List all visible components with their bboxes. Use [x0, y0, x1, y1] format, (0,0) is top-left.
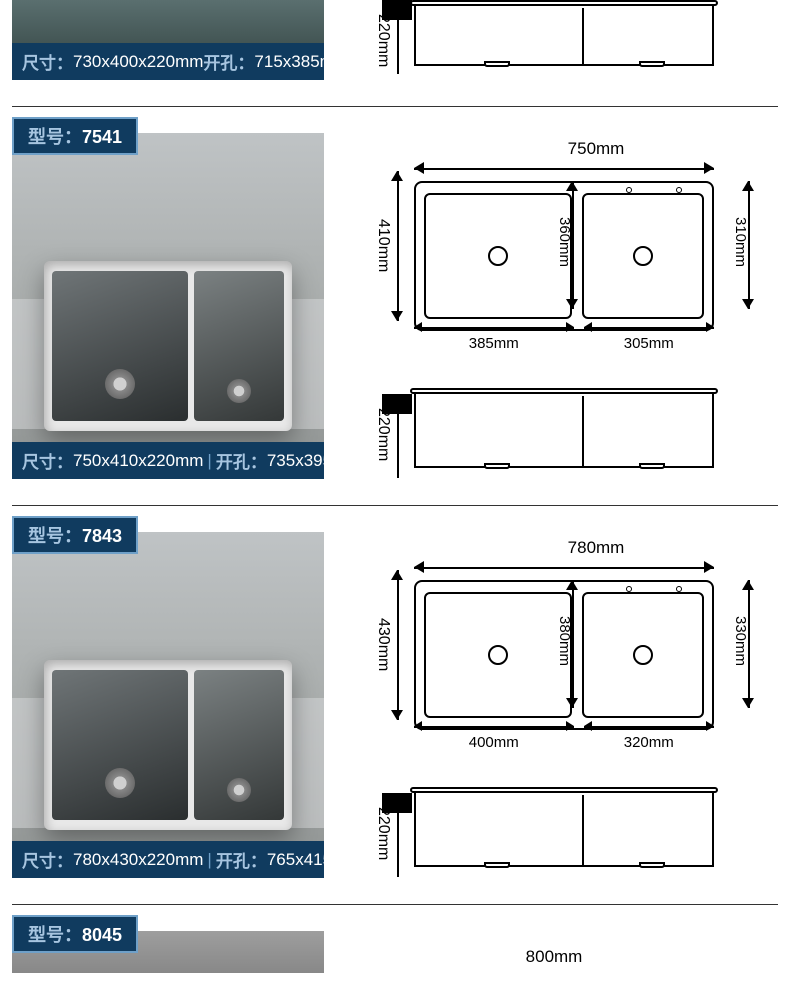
product-photo [12, 532, 324, 878]
depth-value: 220mm [374, 408, 392, 461]
side-view: 220mm [374, 0, 778, 78]
basin-right-width: 305mm [624, 335, 674, 352]
basin-right-width: 320mm [624, 734, 674, 751]
inner-right-dimension: 330mm [738, 580, 758, 708]
model-value: 7541 [82, 127, 122, 147]
product-row-7541: 型号：7541 尺寸： 750x410x220mm | 开孔： 735x395m… [12, 106, 778, 505]
product-photo-wrap: 型号：7843 尺寸： 780x430x220mm | 开孔： 765x415m… [12, 532, 324, 878]
top-view: 750mm 410mm 360mm 310mm 385mm 305mm [374, 139, 778, 352]
height-value: 430mm [374, 618, 392, 671]
model-label: 型号： [28, 925, 82, 945]
width-arrow [414, 161, 714, 175]
inner-left-dimension: 380mm [562, 580, 582, 708]
width-value: 750mm [414, 139, 778, 159]
size-label: 尺寸： [22, 448, 73, 473]
sink-render [44, 660, 292, 830]
inner-left-dimension: 360mm [562, 181, 582, 309]
height-dimension: 410mm [382, 171, 412, 321]
product-photo-wrap: 型号：8045 [12, 931, 324, 973]
top-view: 780mm 430mm 380mm 330mm 400mm 320mm [374, 538, 778, 751]
model-badge: 型号：7843 [12, 516, 138, 554]
spec-bar: 尺寸： 780x430x220mm | 开孔： 765x415mm [12, 841, 324, 878]
model-badge: 型号：7541 [12, 117, 138, 155]
side-profile [414, 388, 714, 468]
width-value: 780mm [414, 538, 778, 558]
size-value: 780x430x220mm [73, 850, 203, 870]
depth-dimension: 220mm [382, 0, 412, 74]
side-view: 220mm [374, 787, 778, 867]
diagram-area: 750mm 410mm 360mm 310mm 385mm 305mm [364, 133, 778, 468]
size-value: 730x400x220mm [73, 52, 203, 72]
inner-left-value: 380mm [556, 616, 573, 666]
separator: | [207, 850, 211, 870]
side-view: 220mm [374, 388, 778, 468]
diagram-area: 220mm [364, 0, 778, 78]
product-row-partial-top: 尺寸： 730x400x220mm 开孔： 715x385mm 220mm [12, 0, 778, 106]
basin-width-dims: 400mm 320mm [414, 734, 714, 751]
cutout-label: 开孔： [216, 448, 267, 473]
cutout-value: 715x385mm [254, 52, 348, 72]
height-value: 410mm [374, 219, 392, 272]
product-photo-wrap: 型号：7541 尺寸： 750x410x220mm | 开孔： 735x395m… [12, 133, 324, 479]
separator: | [207, 451, 211, 471]
product-photo-wrap: 尺寸： 730x400x220mm 开孔： 715x385mm [12, 0, 324, 80]
sink-render [44, 261, 292, 431]
inner-left-value: 360mm [556, 217, 573, 267]
width-value: 800mm [404, 947, 704, 967]
inner-right-dimension: 310mm [738, 181, 758, 309]
side-profile [414, 0, 714, 66]
product-photo [12, 133, 324, 479]
width-arrow [414, 560, 714, 574]
basin-width-dims: 385mm 305mm [414, 335, 714, 352]
depth-value: 220mm [374, 807, 392, 860]
side-profile [414, 787, 714, 867]
size-label: 尺寸： [22, 847, 73, 872]
model-badge: 型号：8045 [12, 915, 138, 953]
size-label: 尺寸： [22, 49, 73, 74]
basin-left-width: 400mm [469, 734, 519, 751]
model-value: 7843 [82, 526, 122, 546]
depth-value: 220mm [374, 14, 392, 67]
diagram-area: 800mm [364, 931, 778, 967]
height-dimension: 430mm [382, 570, 412, 720]
product-row-8045-partial: 型号：8045 800mm [12, 904, 778, 973]
inner-right-value: 310mm [732, 217, 749, 267]
inner-right-value: 330mm [732, 616, 749, 666]
cutout-label: 开孔： [216, 847, 267, 872]
depth-dimension: 220mm [382, 394, 412, 478]
size-value: 750x410x220mm [73, 451, 203, 471]
model-label: 型号： [28, 526, 82, 546]
basin-left-width: 385mm [469, 335, 519, 352]
model-label: 型号： [28, 127, 82, 147]
cutout-value: 735x395mm [267, 451, 361, 471]
product-row-7843: 型号：7843 尺寸： 780x430x220mm | 开孔： 765x415m… [12, 505, 778, 904]
model-value: 8045 [82, 925, 122, 945]
cutout-value: 765x415mm [267, 850, 361, 870]
depth-dimension: 220mm [382, 793, 412, 877]
spec-bar: 尺寸： 730x400x220mm 开孔： 715x385mm [12, 43, 324, 80]
spec-bar: 尺寸： 750x410x220mm | 开孔： 735x395mm [12, 442, 324, 479]
diagram-area: 780mm 430mm 380mm 330mm 400mm 320mm [364, 532, 778, 867]
cutout-label: 开孔： [203, 49, 254, 74]
